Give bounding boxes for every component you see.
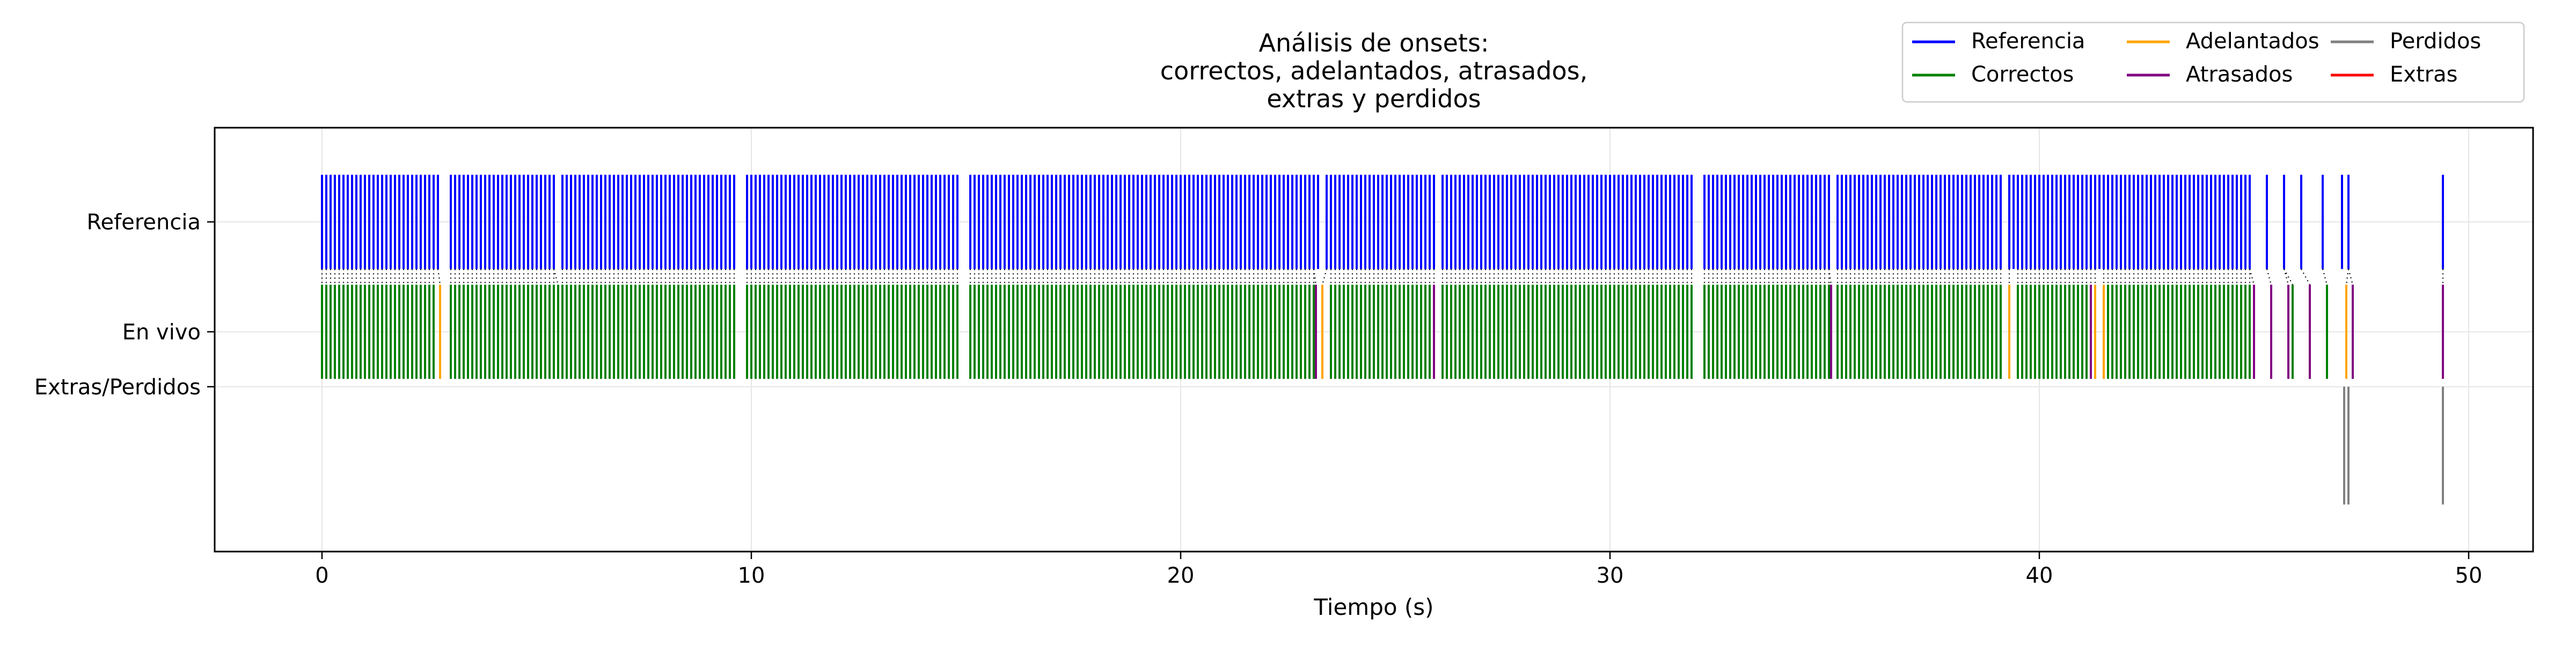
match-link <box>2347 269 2354 285</box>
chart-title-line: correctos, adelantados, atrasados, <box>1160 56 1587 85</box>
match-link <box>2283 269 2289 285</box>
match-link <box>2284 268 2293 285</box>
legend-label: Perdidos <box>2390 29 2481 54</box>
x-tick-label: 30 <box>1597 563 1624 588</box>
y-tick-label: Extras/Perdidos <box>34 375 201 400</box>
x-tick-label: 50 <box>2455 563 2483 588</box>
match-link <box>553 269 559 285</box>
x-axis-label: Tiempo (s) <box>1313 594 1433 620</box>
legend-label: Atrasados <box>2186 62 2293 87</box>
match-link <box>1321 269 1328 285</box>
match-link <box>1313 269 1317 285</box>
x-tick-label: 40 <box>2026 563 2053 588</box>
match-link <box>2249 269 2255 285</box>
x-tick-label: 10 <box>738 563 765 588</box>
match-link <box>1828 269 1832 285</box>
y-tick-label: Referencia <box>87 210 201 235</box>
chart-title: Análisis de onsets:correctos, adelantado… <box>1160 28 1587 113</box>
match-link <box>437 269 441 285</box>
match-link <box>2266 269 2272 285</box>
y-tick-label: En vivo <box>122 320 201 344</box>
x-tick-label: 20 <box>1167 563 1195 588</box>
legend-label: Correctos <box>1971 62 2074 87</box>
match-link <box>2322 269 2328 285</box>
chart-title-line: extras y perdidos <box>1267 84 1481 113</box>
legend-label: Referencia <box>1971 29 2085 54</box>
match-link <box>2345 269 2350 285</box>
match-link <box>2301 268 2310 285</box>
match-links-layer <box>321 268 2444 285</box>
legend-label: Extras <box>2390 62 2457 87</box>
onset-events-layer <box>321 174 2444 505</box>
plot-frame <box>214 127 2534 553</box>
x-tick-label: 0 <box>315 563 328 588</box>
legend: Referencia Correctos Adelantados Atrasados P… <box>1901 21 2525 103</box>
legend-label: Adelantados <box>2186 29 2319 54</box>
chart-title-line: Análisis de onsets: <box>1259 28 1489 57</box>
axes-layer: 0 10 20 30 40 50 Referencia En vivo Extras/Perdi… <box>34 210 2483 588</box>
